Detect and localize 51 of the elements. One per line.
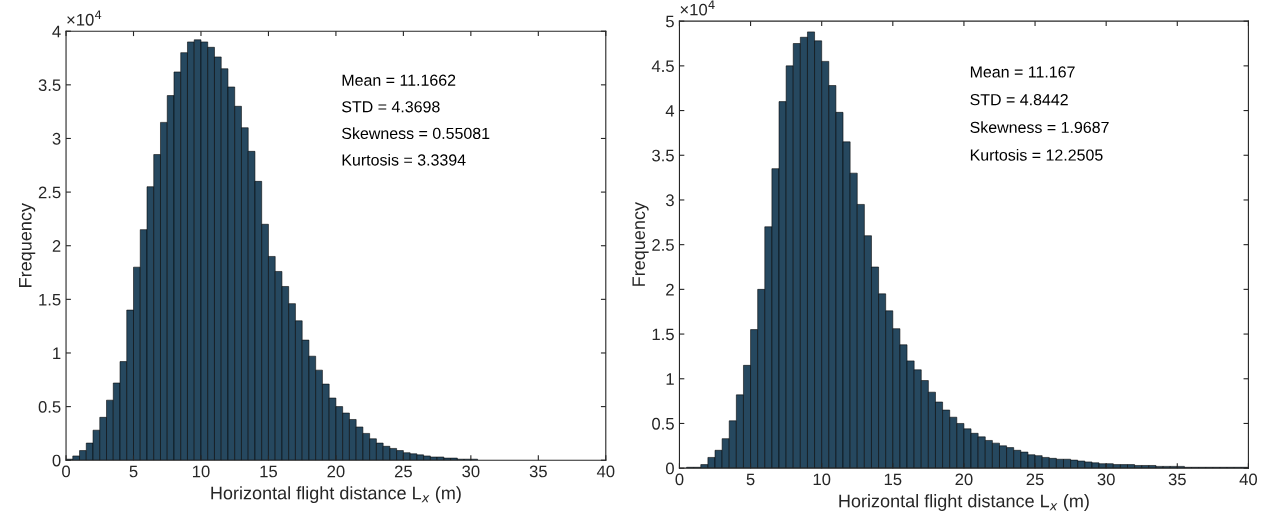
annotation: STD = 4.8442 [970, 94, 1068, 106]
y-tick-label: 0.5 [38, 401, 61, 413]
x-tick-label: 40 [596, 465, 615, 478]
x-tick-label: 0 [62, 465, 71, 478]
y-axis-title: Frequency [19, 203, 36, 287]
y-tick-label: 5 [665, 15, 674, 28]
annotation: Kurtosis = 3.3394 [342, 153, 466, 166]
y-tick-label: 3.5 [38, 79, 61, 92]
annotation: Kurtosis = 12.2505 [970, 149, 1103, 161]
annotation: Skewness = 0.55081 [342, 127, 490, 140]
y-axis-title: Frequency [632, 202, 649, 286]
x-tick-label: 20 [327, 465, 345, 478]
x-tick-label: 15 [884, 473, 902, 486]
y-tick-label: 4 [665, 105, 675, 117]
y-tick-label: 0.5 [652, 417, 674, 430]
x-tick-label: 35 [1168, 473, 1186, 486]
y-tick-label: 3 [52, 132, 61, 145]
x-tick-label: 0 [675, 473, 684, 486]
annotation: STD = 4.3698 [342, 101, 440, 113]
y-tick-label: 0 [52, 454, 61, 467]
y-tick-label: 3.5 [652, 149, 674, 162]
y-tick-label: 1 [666, 373, 674, 385]
y-tick-label: 2 [52, 240, 61, 252]
x-tick-label: 30 [1097, 473, 1115, 486]
y-tick-label: 1 [53, 347, 61, 360]
x-tick-label: 35 [529, 465, 547, 478]
x-tick-label: 30 [462, 465, 480, 478]
x-tick-label: 10 [813, 473, 831, 486]
y-tick-label: 4 [52, 25, 61, 38]
y-tick-label: 2 [666, 283, 674, 296]
x-axis-title: Horizontal flight distance L$_{x}$ (m) [839, 494, 1089, 511]
y-tick-label: 4.5 [651, 60, 674, 73]
x-tick-label: 20 [955, 473, 973, 486]
annotation: Skewness = 1.9687 [970, 121, 1109, 134]
x-tick-label: 40 [1239, 473, 1258, 486]
x-tick-label: 5 [129, 465, 138, 478]
y-tick-label: 1.5 [652, 328, 674, 341]
text: ×10$^{4}$ [67, 10, 102, 26]
annotation: Mean = 11.167 [970, 66, 1075, 78]
y-tick-label: 1.5 [39, 293, 61, 306]
text: ×10$^{4}$ [680, 0, 715, 16]
y-tick-label: 2.5 [38, 186, 61, 199]
annotation: Mean = 11.1662 [342, 74, 456, 86]
x-axis-title: Horizontal flight distance L$_{x}$ (m) [211, 486, 461, 504]
y-tick-label: 3 [665, 194, 674, 207]
x-tick-label: 5 [746, 473, 755, 486]
x-tick-label: 15 [260, 465, 278, 478]
x-tick-label: 25 [394, 465, 412, 478]
x-tick-label: 25 [1026, 473, 1044, 486]
x-tick-label: 10 [192, 465, 210, 478]
y-tick-label: 2.5 [652, 239, 674, 251]
